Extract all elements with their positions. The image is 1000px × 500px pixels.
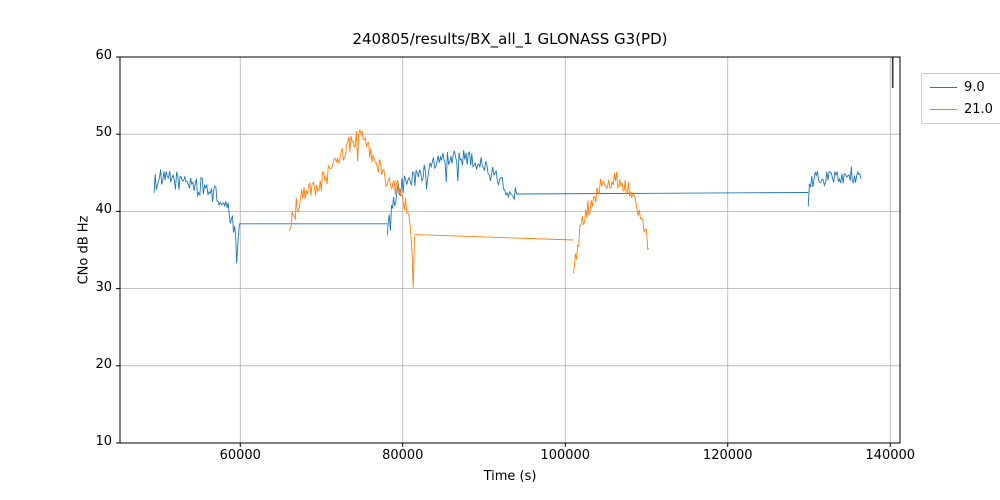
series-line-9.0 — [153, 169, 240, 264]
legend-label: 21.0 — [964, 102, 993, 117]
series-line-21.0 — [572, 171, 650, 274]
legend-line-swatch-blue — [930, 87, 957, 88]
x-tick-label: 140000 — [865, 448, 916, 463]
y-tick-label: 30 — [95, 279, 112, 295]
chart-title: 240805/results/BX_all_1 GLONASS G3(PD) — [352, 30, 668, 48]
legend-item-series-21: 21.0 — [930, 102, 993, 117]
y-tick-label: 20 — [95, 356, 112, 372]
y-axis-label: CNo dB Hz — [76, 215, 92, 285]
x-tick-label: 120000 — [702, 448, 753, 463]
x-tick-label: 100000 — [540, 448, 591, 463]
y-tick-label: 50 — [95, 125, 112, 141]
series-line-21.0 — [414, 234, 574, 241]
y-tick-label: 40 — [95, 202, 112, 218]
legend-item-series-9: 9.0 — [930, 80, 993, 95]
series-line-21.0 — [288, 129, 415, 288]
y-tick-label: 60 — [95, 48, 112, 63]
legend-line-swatch-orange — [930, 109, 957, 110]
x-tick-label: 80000 — [382, 448, 424, 463]
plot-border — [119, 56, 901, 444]
x-tick-label: 60000 — [219, 448, 261, 463]
y-tick-label: 10 — [95, 434, 112, 449]
series-line-9.0 — [386, 150, 517, 236]
x-axis-label: Time (s) — [483, 469, 537, 484]
legend: 9.0 21.0 — [921, 73, 1000, 124]
legend-label: 9.0 — [964, 80, 985, 95]
series-line-9.0 — [807, 166, 862, 207]
series-line-9.0 — [516, 192, 809, 195]
